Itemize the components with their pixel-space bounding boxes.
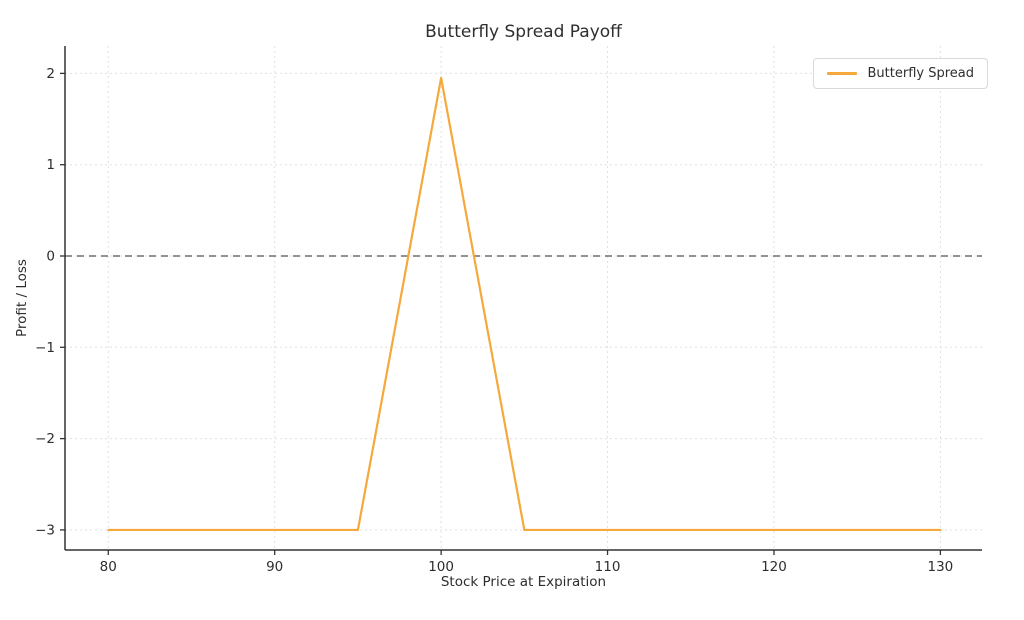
y-tick-label: −2 bbox=[35, 431, 55, 447]
legend-line-swatch bbox=[826, 72, 857, 75]
x-tick-label: 100 bbox=[428, 559, 454, 575]
x-tick-label: 90 bbox=[266, 559, 283, 575]
legend: Butterfly Spread bbox=[812, 58, 988, 89]
gridlines bbox=[65, 46, 982, 550]
payoff-line bbox=[107, 76, 942, 532]
chart-title: Butterfly Spread Payoff bbox=[425, 22, 622, 42]
tick-labels: 80 90 100 110 120 130 2 1 0 −1 −2 −3 bbox=[35, 66, 953, 575]
axis-spines bbox=[64, 46, 982, 551]
x-tick-label: 120 bbox=[761, 559, 787, 575]
y-tick-label: 1 bbox=[46, 157, 55, 173]
y-tick-label: −3 bbox=[35, 522, 55, 538]
legend-label: Butterfly Spread bbox=[867, 66, 975, 81]
y-tick-label: 0 bbox=[46, 249, 55, 265]
x-tick-label: 110 bbox=[595, 559, 621, 575]
x-axis-label: Stock Price at Expiration bbox=[440, 574, 607, 590]
x-tick-label: 130 bbox=[928, 559, 954, 575]
x-tick-label: 80 bbox=[100, 559, 117, 575]
y-tick-label: 2 bbox=[46, 66, 55, 82]
y-tick-label: −1 bbox=[35, 340, 55, 356]
tick-marks bbox=[60, 72, 942, 555]
